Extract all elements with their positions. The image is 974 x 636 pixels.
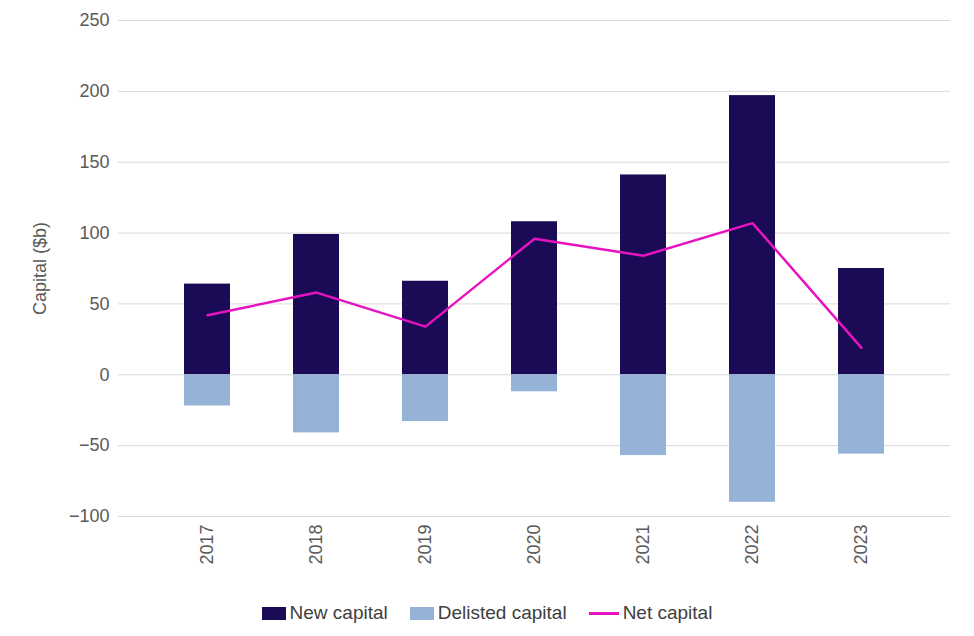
svg-text:2020: 2020 (524, 525, 544, 565)
html-text:New capital: New capital (289, 602, 388, 623)
svg-text:2017: 2017 (197, 525, 217, 565)
html-text:Delisted capital: Delisted capital (437, 602, 567, 623)
svg-text:−100: −100 (69, 506, 110, 526)
svg-text:2018: 2018 (306, 525, 326, 565)
svg-text:2021: 2021 (633, 525, 653, 565)
html-text:Net capital: Net capital (622, 602, 713, 623)
svg-text:100: 100 (79, 223, 109, 243)
svg-text:50: 50 (89, 294, 109, 314)
svg-text:−50: −50 (79, 435, 110, 455)
svg-text:Capital ($b): Capital ($b) (30, 222, 50, 315)
svg-text:2019: 2019 (415, 525, 435, 565)
svg-text:200: 200 (79, 81, 109, 101)
svg-text:2022: 2022 (742, 525, 762, 565)
svg-text:2023: 2023 (851, 525, 871, 565)
svg-text:0: 0 (99, 365, 109, 385)
svg-text:250: 250 (79, 10, 109, 30)
svg-text:150: 150 (79, 152, 109, 172)
